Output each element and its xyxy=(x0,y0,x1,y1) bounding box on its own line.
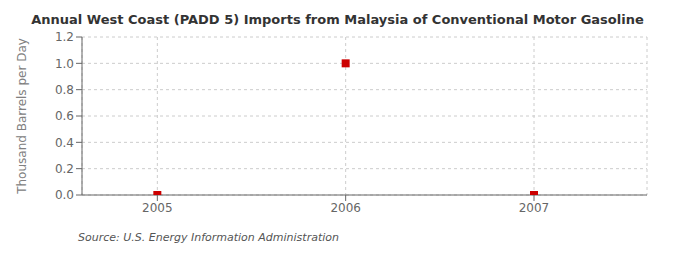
svg-text:2005: 2005 xyxy=(142,201,173,215)
svg-text:0.0: 0.0 xyxy=(55,188,74,202)
svg-text:2007: 2007 xyxy=(519,201,550,215)
svg-text:1.0: 1.0 xyxy=(55,57,74,71)
svg-text:1.2: 1.2 xyxy=(55,30,74,44)
svg-text:0.2: 0.2 xyxy=(55,162,74,176)
svg-text:0.8: 0.8 xyxy=(55,83,74,97)
svg-text:0.4: 0.4 xyxy=(55,136,74,150)
svg-text:2006: 2006 xyxy=(330,201,361,215)
html-text:Annual West Coast (PADD 5) Imp: Annual West Coast (PADD 5) Imports from … xyxy=(31,12,644,27)
html-text:Source: U.S. Energy Informatio: Source: U.S. Energy Information Administ… xyxy=(78,231,339,244)
svg-text:Thousand Barrels per Day: Thousand Barrels per Day xyxy=(15,38,29,195)
svg-text:0.6: 0.6 xyxy=(55,109,74,123)
